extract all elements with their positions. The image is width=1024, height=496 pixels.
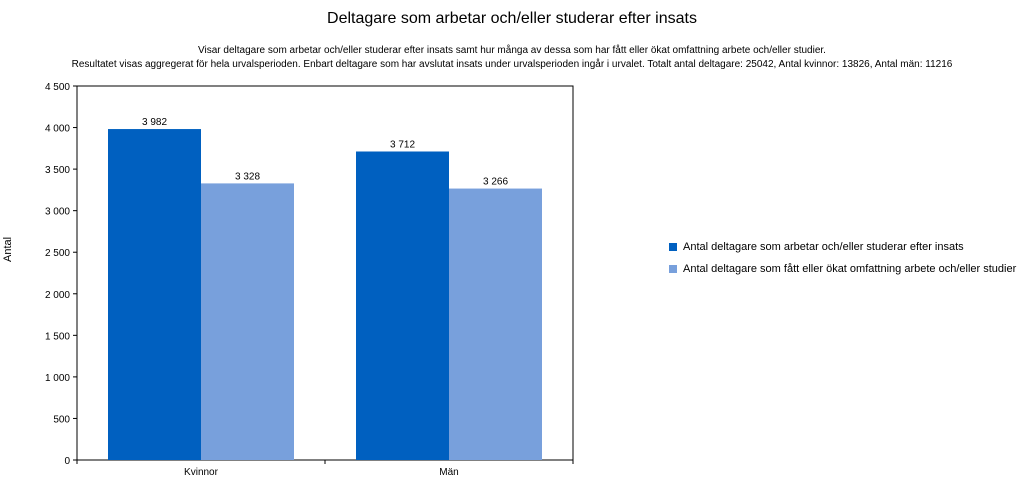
legend-item-series-2: Antal deltagare som fått eller ökat omfa… <box>669 262 1016 275</box>
chart-subtitle-line-2: Resultatet visas aggregerat för hela urv… <box>71 59 953 70</box>
y-tick-label: 4 000 <box>45 124 70 135</box>
y-tick-label: 3 000 <box>45 207 70 218</box>
legend-item-series-1: Antal deltagare som arbetar och/eller st… <box>669 240 1016 253</box>
chart-title: Deltagare som arbetar och/eller studerar… <box>327 10 697 27</box>
bar-value-label: 3 982 <box>142 117 167 128</box>
x-tick-label: Kvinnor <box>184 467 219 478</box>
bar <box>108 129 201 460</box>
x-tick-label: Män <box>439 467 458 478</box>
chart-subtitle-line-1: Visar deltagare som arbetar och/eller st… <box>198 45 826 56</box>
legend-swatch-series-2 <box>669 264 677 273</box>
y-tick-label: 2 500 <box>45 248 70 259</box>
y-axis-label: Antal <box>2 236 14 262</box>
y-tick-label: 1 500 <box>45 331 70 342</box>
legend-swatch-series-1 <box>669 242 677 251</box>
bar-value-label: 3 328 <box>235 171 260 182</box>
y-tick-label: 500 <box>53 414 70 425</box>
legend-label-series-2: Antal deltagare som fått eller ökat omfa… <box>683 262 1017 275</box>
legend-label-series-1: Antal deltagare som arbetar och/eller st… <box>683 240 964 253</box>
legend: Antal deltagare som arbetar och/eller st… <box>669 240 1016 284</box>
y-tick-label: 0 <box>64 456 70 467</box>
y-tick-label: 2 000 <box>45 290 70 301</box>
y-tick-label: 1 000 <box>45 373 70 384</box>
bar <box>356 151 449 460</box>
bar <box>201 183 294 460</box>
bar <box>449 188 542 460</box>
y-tick-label: 3 500 <box>45 165 70 176</box>
bar-value-label: 3 266 <box>483 177 508 188</box>
bar-value-label: 3 712 <box>390 139 415 150</box>
y-tick-label: 4 500 <box>45 82 70 93</box>
